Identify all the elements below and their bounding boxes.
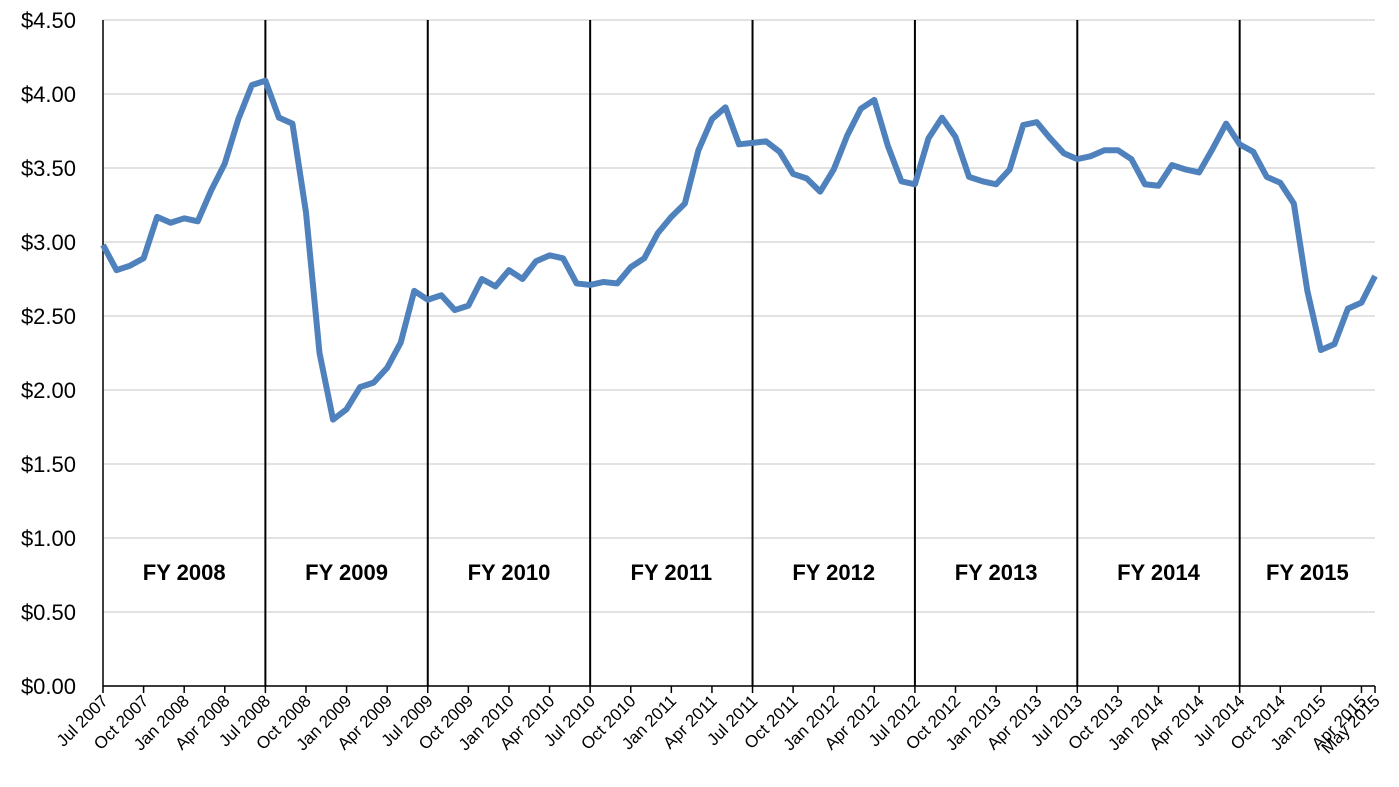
y-tick-label: $0.00 — [21, 674, 76, 699]
y-tick-label: $1.00 — [21, 526, 76, 551]
annotation: FY 2014 — [1117, 560, 1201, 585]
annotation: FY 2009 — [305, 560, 388, 585]
annotation: FY 2011 — [631, 560, 713, 585]
y-tick-label: $4.00 — [21, 82, 76, 107]
annotation: FY 2015 — [1266, 560, 1349, 585]
y-tick-label: $1.50 — [21, 452, 76, 477]
line — [100, 77, 1378, 423]
annotation: FY 2008 — [143, 560, 226, 585]
y-tick-label: $3.00 — [21, 230, 76, 255]
annotation: FY 2013 — [955, 560, 1038, 585]
y-tick-label: $2.50 — [21, 304, 76, 329]
annotation: FY 2012 — [792, 560, 875, 585]
y-tick-label: $0.50 — [21, 600, 76, 625]
annotation: FY 2010 — [468, 560, 551, 585]
y-tick-label: $3.50 — [21, 156, 76, 181]
y-tick-label: $4.50 — [21, 8, 76, 33]
y-tick-label: $2.00 — [21, 378, 76, 403]
